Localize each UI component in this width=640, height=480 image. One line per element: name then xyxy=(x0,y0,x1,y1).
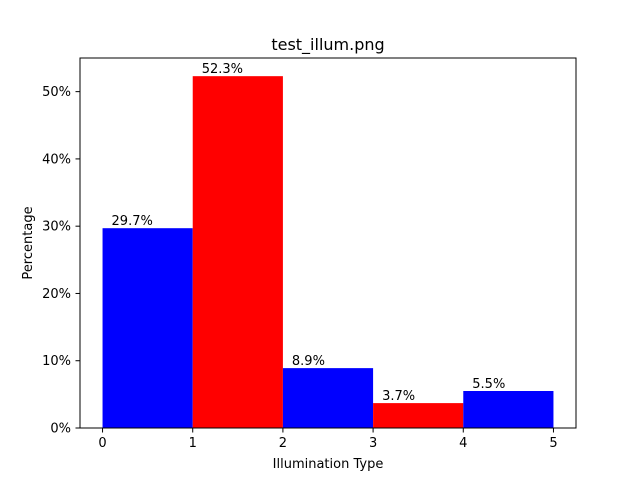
x-tick-label-3: 3 xyxy=(369,436,377,451)
x-tick-label-4: 4 xyxy=(459,436,467,451)
bar-value-label-3: 3.7% xyxy=(382,389,415,404)
bar-3 xyxy=(373,403,464,428)
bar-2 xyxy=(282,368,374,428)
chart-title: test_illum.png xyxy=(271,35,384,55)
data-labels-layer: 29.7% 52.3% 8.9% 3.7% 5.5% xyxy=(112,62,506,404)
bar-value-label-2: 8.9% xyxy=(292,354,325,369)
x-axis-label: Illumination Type xyxy=(273,457,384,472)
y-tick-label-1: 10% xyxy=(42,354,71,369)
bar-4 xyxy=(463,391,554,428)
plot-frame xyxy=(79,57,577,429)
x-tick-label-0: 0 xyxy=(98,436,106,451)
y-tick-label-3: 30% xyxy=(42,220,71,235)
bar-value-label-4: 5.5% xyxy=(472,377,505,392)
y-tick-label-4: 40% xyxy=(42,152,71,167)
x-tick-label-2: 2 xyxy=(279,436,287,451)
x-tick-label-5: 5 xyxy=(549,436,557,451)
bar-0 xyxy=(102,228,193,428)
bars-layer xyxy=(102,76,554,428)
x-tick-label-1: 1 xyxy=(189,436,197,451)
bar-value-label-1: 52.3% xyxy=(202,62,243,77)
y-axis-label: Percentage xyxy=(21,206,36,279)
bar-1 xyxy=(192,76,283,428)
y-tick-label-2: 20% xyxy=(42,287,71,302)
x-axis-ticks: 0 1 2 3 4 5 xyxy=(98,428,558,451)
y-tick-label-0: 0% xyxy=(50,422,71,437)
y-tick-label-5: 50% xyxy=(42,85,71,100)
y-axis-ticks: 0% 10% 20% 30% 40% 50% xyxy=(42,85,80,437)
bar-value-label-0: 29.7% xyxy=(112,214,153,229)
